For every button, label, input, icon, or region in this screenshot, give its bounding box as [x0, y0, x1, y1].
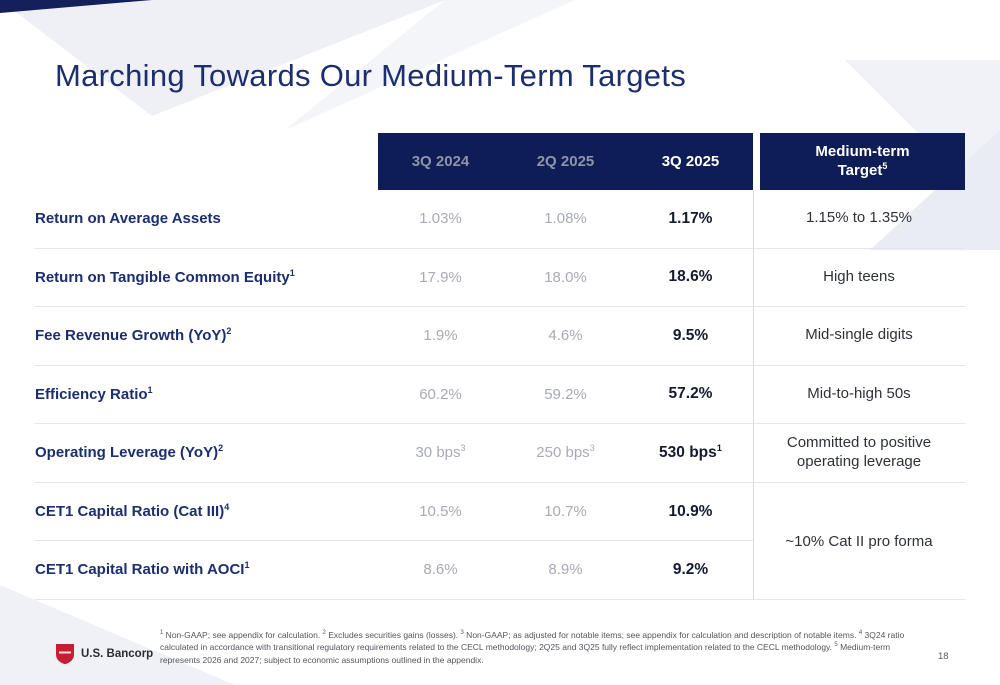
metric-label: Return on Average Assets	[35, 210, 221, 228]
value-2q2025: 10.7%	[544, 503, 587, 521]
value-2q2025: 4.6%	[548, 327, 583, 345]
target-header-line1: Medium-term	[815, 142, 910, 160]
target-header-line2: Target5	[837, 160, 888, 179]
us-bancorp-shield-icon	[56, 644, 74, 665]
table-row-operating-leverage: Operating Leverage (YoY)2 30 bps3 250 bp…	[35, 424, 965, 483]
table-row-return-on-tangible-common-equity: Return on Tangible Common Equity1 17.9% …	[35, 249, 965, 307]
value-2q2025: 59.2%	[544, 385, 587, 403]
table-header-quarters: 3Q 2024 2Q 2025 3Q 2025	[378, 133, 753, 190]
target-column-divider	[753, 190, 754, 600]
table-row-cet1-capital-ratio-cat-iii: CET1 Capital Ratio (Cat III)4 10.5% 10.7…	[35, 483, 965, 542]
footnote-ref: 1	[160, 630, 164, 637]
value-3q2024: 17.9%	[419, 268, 462, 286]
value-2q2025: 250 bps3	[536, 443, 595, 462]
metrics-table-body: Return on Average Assets 1.03% 1.08% 1.1…	[35, 190, 965, 600]
value-3q2024: 60.2%	[419, 385, 462, 403]
medium-term-target-value: Mid-to-high 50s	[807, 384, 911, 402]
table-row-cet1-capital-ratio-with-aoci: CET1 Capital Ratio with AOCI1 8.6% 8.9% …	[35, 541, 965, 600]
footnote-ref: 5	[834, 642, 838, 649]
metric-label: CET1 Capital Ratio with AOCI1	[35, 560, 250, 579]
value-3q2025: 530 bps1	[659, 442, 722, 461]
footnote-text: Medium-term represents 2026 and 2027; su…	[160, 642, 891, 665]
metric-label: Efficiency Ratio1	[35, 384, 153, 403]
logo-wordmark: U.S. Bancorp	[81, 648, 154, 660]
medium-term-target-value: Mid-single digits	[805, 326, 913, 344]
value-3q2025: 18.6%	[668, 268, 713, 286]
slide-title: Marching Towards Our Medium-Term Targets	[55, 58, 687, 93]
value-3q2024: 30 bps3	[415, 443, 466, 462]
column-header-medium-term-target: Medium-term Target5	[760, 133, 965, 190]
metric-label: Return on Tangible Common Equity1	[35, 267, 295, 286]
value-2q2025: 1.08%	[544, 210, 587, 228]
column-header-2q2025: 2Q 2025	[536, 153, 595, 170]
footnote-ref: 2	[322, 630, 326, 637]
footnote-text: Non-GAAP; see appendix for calculation.	[163, 630, 323, 640]
footnote-text: 3Q24 ratio calculated in accordance with…	[160, 630, 905, 653]
value-3q2024: 1.9%	[423, 327, 458, 345]
value-3q2024: 8.6%	[423, 561, 458, 579]
value-3q2025: 9.2%	[672, 560, 709, 578]
value-3q2024: 10.5%	[419, 503, 462, 521]
value-3q2025: 57.2%	[668, 385, 713, 403]
table-row-efficiency-ratio: Efficiency Ratio1 60.2% 59.2% 57.2% Mid-…	[35, 366, 965, 424]
column-header-3q2024: 3Q 2024	[411, 153, 470, 170]
medium-term-target-value: 1.15% to 1.35%	[806, 209, 912, 227]
merged-target-cet1: ~10% Cat II pro forma	[785, 533, 933, 550]
value-3q2024: 1.03%	[419, 210, 462, 228]
table-row-return-on-average-assets: Return on Average Assets 1.03% 1.08% 1.1…	[35, 190, 965, 249]
value-3q2025: 9.5%	[672, 326, 709, 344]
metric-label: Operating Leverage (YoY)2	[35, 443, 224, 462]
us-bancorp-logo: U.S. Bancorp	[55, 643, 153, 665]
footnote-ref: 4	[858, 630, 863, 637]
medium-term-target-value: High teens	[823, 267, 895, 285]
metric-label: CET1 Capital Ratio (Cat III)4	[35, 502, 230, 521]
footnote-text: Excludes securities gains (losses).	[325, 630, 461, 640]
value-2q2025: 18.0%	[544, 268, 587, 286]
medium-term-target-value: Committed to positive operating leverage	[786, 434, 932, 470]
footnote-text: Non-GAAP; as adjusted for notable items;…	[463, 630, 859, 640]
value-3q2025: 10.9%	[668, 502, 713, 520]
page-number: 18	[938, 651, 949, 662]
target-header-footnote-ref: 5	[882, 160, 888, 171]
table-row-fee-revenue-growth: Fee Revenue Growth (YoY)2 1.9% 4.6% 9.5%…	[35, 307, 965, 366]
value-2q2025: 8.9%	[548, 561, 583, 579]
value-3q2025: 1.17%	[668, 209, 713, 227]
footnote-ref: 3	[460, 630, 464, 637]
metric-label: Fee Revenue Growth (YoY)2	[35, 326, 232, 345]
footnotes: 1 Non-GAAP; see appendix for calculation…	[160, 629, 918, 666]
column-header-3q2025: 3Q 2025	[661, 153, 720, 170]
